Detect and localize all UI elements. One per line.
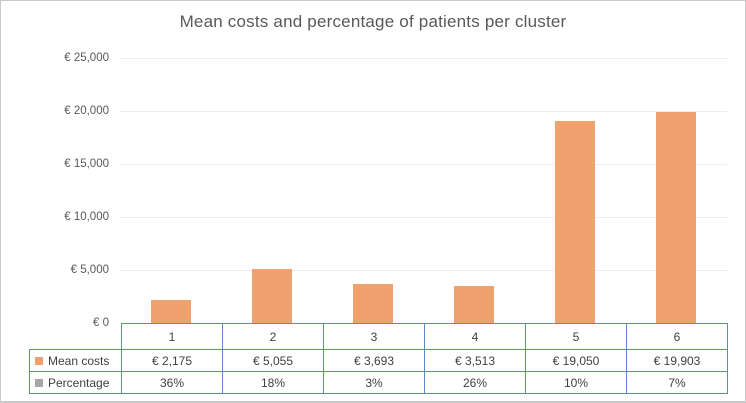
y-axis-tick-label: € 0 — [93, 317, 109, 329]
bar-cluster-3 — [352, 283, 393, 323]
bar-cluster-4 — [454, 285, 495, 323]
mean-costs-value: € 19,903 — [626, 349, 728, 372]
percentage-value: 3% — [323, 371, 425, 394]
category-header-5: 5 — [525, 323, 627, 350]
gridline — [120, 111, 727, 112]
y-axis-tick-label: € 25,000 — [64, 52, 109, 64]
gridline — [120, 58, 727, 59]
y-axis-tick-label: € 10,000 — [64, 211, 109, 223]
category-header-1: 1 — [121, 323, 223, 350]
table-header-row: 1 2 3 4 5 6 — [30, 323, 728, 350]
mean-costs-label-text: Mean costs — [48, 353, 110, 368]
y-axis-tick-label: € 15,000 — [64, 158, 109, 170]
mean-costs-value: € 19,050 — [525, 349, 627, 372]
row-label-percentage: Percentage — [29, 371, 122, 394]
category-header-2: 2 — [222, 323, 324, 350]
percentage-legend-icon — [35, 378, 43, 387]
mean-costs-row: Mean costs € 2,175 € 5,055 € 3,693 € 3,5… — [29, 349, 728, 372]
y-axis-tick-label: € 5,000 — [70, 264, 109, 276]
gridline — [120, 217, 727, 218]
percentage-value: 7% — [626, 371, 728, 394]
percentage-value: 36% — [121, 371, 223, 394]
y-axis-tick-label: € 20,000 — [64, 105, 109, 117]
mean-costs-value: € 3,513 — [424, 349, 526, 372]
chart-title: Mean costs and percentage of patients pe… — [179, 12, 567, 31]
plot-area — [120, 58, 727, 323]
mean-costs-legend-icon — [35, 356, 43, 365]
category-header-6: 6 — [626, 323, 728, 350]
bar-cluster-2 — [251, 269, 292, 323]
row-label-mean-costs: Mean costs — [29, 349, 122, 372]
percentage-value: 18% — [222, 371, 324, 394]
percentage-label-text: Percentage — [48, 375, 110, 390]
percentage-value: 10% — [525, 371, 627, 394]
percentage-value: 26% — [424, 371, 526, 394]
category-header-3: 3 — [323, 323, 425, 350]
category-header-4: 4 — [424, 323, 526, 350]
gridline — [120, 164, 727, 165]
bar-cluster-1 — [150, 299, 191, 323]
gridline — [120, 270, 727, 271]
bar-cluster-6 — [656, 112, 697, 323]
mean-costs-value: € 3,693 — [323, 349, 425, 372]
bar-cluster-5 — [555, 121, 596, 323]
mean-costs-value: € 2,175 — [121, 349, 223, 372]
percentage-row: Percentage 36% 18% 3% 26% 10% 7% — [29, 371, 728, 394]
data-table: 1 2 3 4 5 6 Mean costs € 2,175 € 5,055 €… — [29, 323, 728, 394]
mean-costs-value: € 5,055 — [222, 349, 324, 372]
